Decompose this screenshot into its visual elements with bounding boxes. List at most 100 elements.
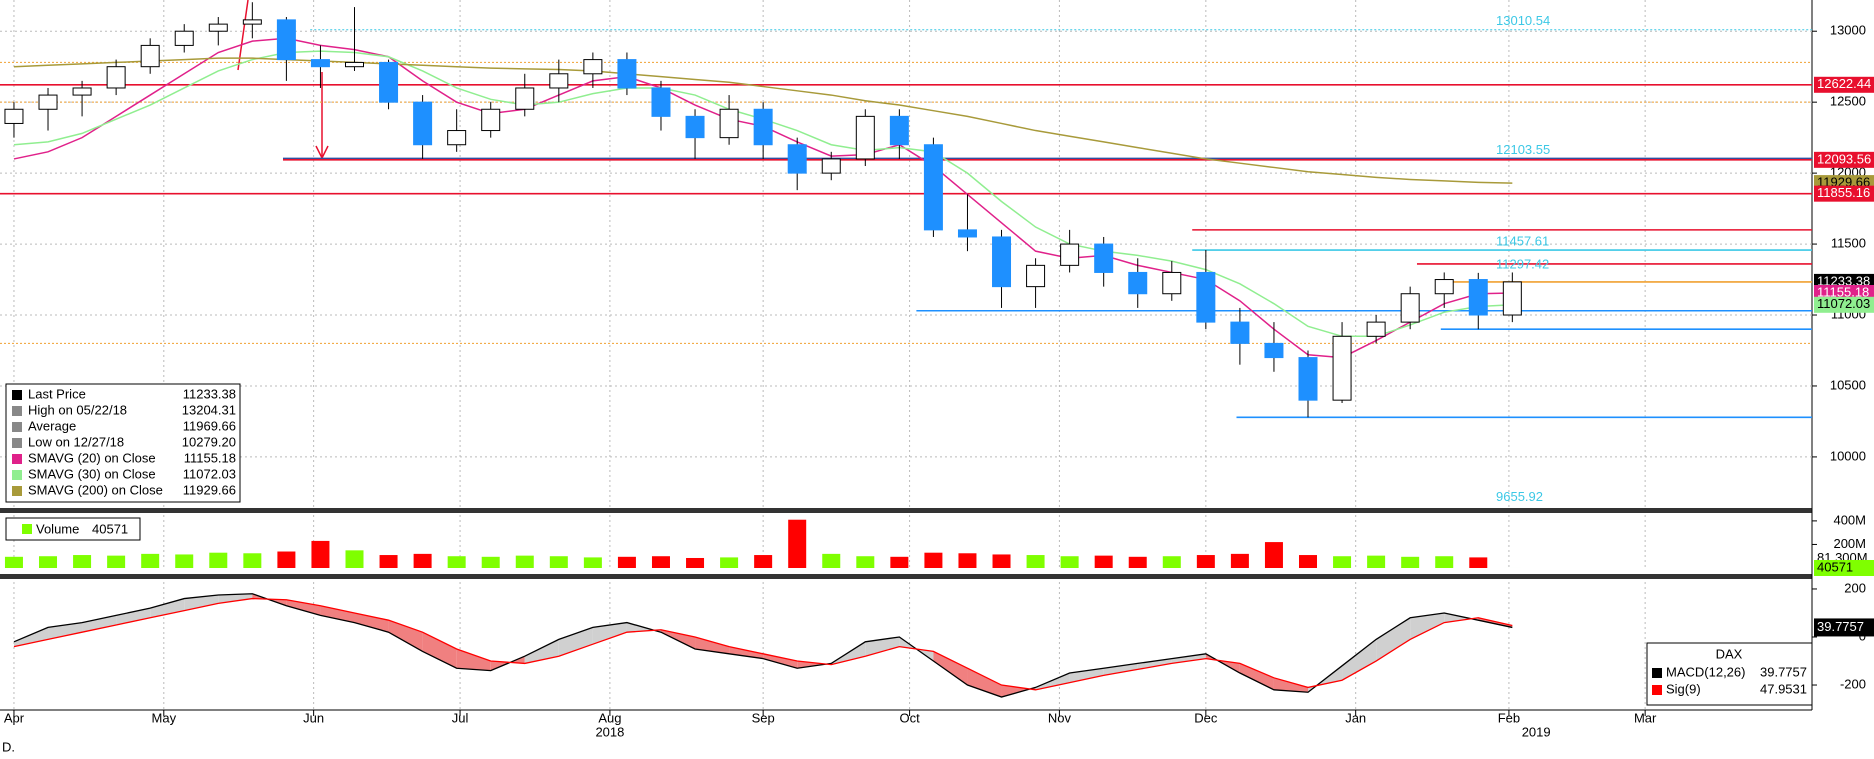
legend-swatch [12,422,22,432]
volume-bar [822,553,841,568]
macd-fill [320,605,355,623]
y-tick-label: 10000 [1830,448,1866,463]
x-tick-label: Sep [752,710,775,725]
macd-tag-label: 39.7757 [1817,619,1864,634]
volume-bar [209,552,228,568]
volume-bar [4,556,23,568]
panel-divider [0,574,1812,579]
candle-body [174,30,194,46]
legend-box [5,517,141,541]
candle-body [515,87,535,110]
y-tick-label: 11500 [1831,236,1866,251]
macd-fill [1410,612,1445,640]
candle-body [1196,271,1216,323]
legend-label: SMAVG (200) on Close [28,482,163,497]
volume-bar [617,556,636,568]
x-tick-label: Jul [452,710,469,725]
volume-bar [686,557,705,568]
macd-fill [933,651,968,686]
candle-body [685,115,705,139]
macd-fill [1342,639,1377,681]
candle-body [753,108,773,146]
candle-body [1400,293,1420,323]
legend-box [1646,642,1813,706]
macd-fill [558,627,593,657]
candle-body [1230,321,1250,344]
candle-body [140,44,160,68]
legend-value: 11929.66 [183,482,236,497]
candle-body [889,115,909,146]
legend-swatch [12,390,22,400]
price-tag-label: 11233.38 [1817,273,1870,288]
candle-body [583,59,603,75]
macd-fill [354,612,389,633]
volume-bar [1026,555,1045,568]
candle-body [106,66,126,89]
volume-bar [890,556,909,568]
macd-fill [1137,658,1172,670]
macd-fill [286,599,321,616]
legend-swatch [1652,668,1662,678]
macd-fill [763,653,798,669]
volume-bar [924,552,943,568]
footer: D. [2,739,15,754]
candle-body [481,108,501,132]
legend-value: 11233.38 [183,386,236,401]
legend-value: 11969.66 [183,418,236,433]
volume-bar [583,557,602,568]
macd-fill [184,594,219,611]
price-tag-label: 12093.56 [1817,151,1871,166]
level-label: 13010.54 [1496,13,1550,28]
candle-body [957,229,977,238]
macd-fill [116,608,151,625]
legend-box [5,383,241,503]
legend-label: SMAVG (20) on Close [28,450,156,465]
year-label: 2019 [1522,724,1551,739]
candle-body [923,144,943,231]
candle-body [651,87,671,117]
macd-line [13,593,1513,698]
price-tag [1814,185,1874,202]
candle-body [38,94,58,110]
macd-fill [865,636,900,657]
candle-body [1162,271,1182,295]
candle-body [1434,279,1454,295]
candle-body [379,61,399,103]
price-tag-label: 12622.44 [1817,76,1871,91]
x-tick-label: Aug [598,710,621,725]
candle-body [1502,281,1522,316]
candle-body [1264,342,1284,359]
legend-label: Sig(9) [1666,681,1701,696]
candle-body [787,144,807,174]
legend-value: 40571 [92,521,128,536]
legend-value: 10279.20 [182,434,236,449]
macd-fill [422,632,457,669]
volume-bar [1333,556,1352,568]
macd-fill [729,646,764,659]
legend-swatch [12,438,22,448]
candle-body [992,236,1012,288]
legend-swatch [12,454,22,464]
volume-bar [1367,555,1386,568]
macd-fill [13,627,49,647]
volume-bar [1060,556,1079,568]
macd-fill [592,622,627,645]
y-tick-label: 200 [1844,580,1866,595]
price-tag-label: 11072.03 [1817,296,1870,311]
candle-body [447,130,467,146]
volume-bar [107,555,126,568]
legend-swatch [12,486,22,496]
volume-bar [379,555,398,568]
volume-bar [1299,555,1318,568]
volume-bar [549,556,568,568]
x-tick-label: Oct [899,710,920,725]
x-tick-label: Feb [1498,710,1520,725]
level-label: 12103.55 [1496,142,1550,157]
candle-body [821,158,841,174]
x-tick-label: Nov [1048,710,1072,725]
panel-divider [0,508,1812,513]
y-tick-label: 10500 [1830,377,1866,392]
price-tag [1814,76,1874,93]
x-tick-label: Dec [1194,710,1218,725]
